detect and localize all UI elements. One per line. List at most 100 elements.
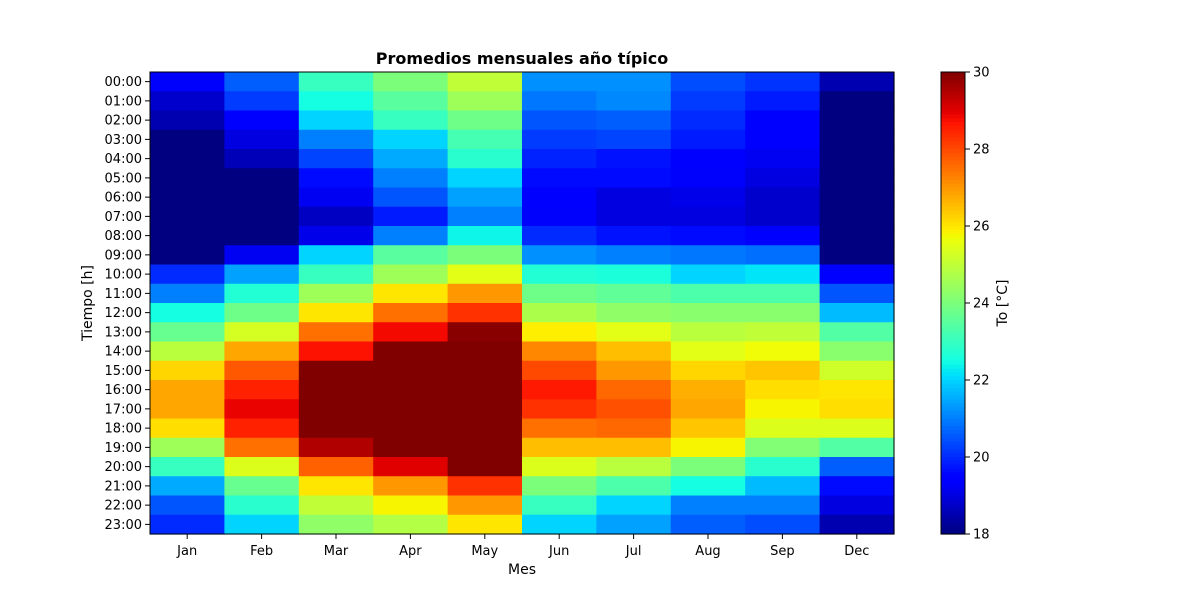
heatmap-cell: [373, 399, 449, 420]
colorbar-segment: [941, 395, 965, 400]
heatmap-cell: [596, 245, 672, 266]
colorbar-segment: [941, 252, 965, 258]
heatmap-cell: [819, 72, 895, 92]
x-tick-label: Jul: [625, 544, 642, 559]
heatmap-cell: [819, 168, 895, 189]
colorbar-segment: [941, 449, 965, 454]
heatmap-cell: [522, 495, 597, 516]
colorbar-segment: [941, 376, 965, 381]
heatmap-cell: [819, 476, 895, 497]
colorbar-segment: [941, 191, 965, 196]
colorbar-segment: [941, 72, 965, 77]
colorbar-segment: [941, 268, 965, 273]
colorbar-segment: [941, 210, 965, 216]
colorbar-segment: [941, 295, 965, 300]
heatmap-cell: [596, 72, 672, 92]
colorbar-segment: [941, 160, 965, 165]
heatmap-cell: [224, 187, 300, 208]
heatmap-cell: [596, 226, 672, 246]
colorbar-segment: [941, 87, 965, 92]
colorbar-segment: [941, 283, 965, 289]
colorbar-segment: [941, 206, 965, 212]
chart-title: Promedios mensuales año típico: [376, 49, 669, 68]
heatmap-cell: [150, 437, 225, 458]
heatmap-cell: [819, 283, 895, 304]
heatmap-cell: [447, 341, 523, 362]
heatmap-cell: [447, 457, 523, 477]
colorbar-segment: [941, 272, 965, 277]
heatmap-cell: [819, 437, 895, 458]
heatmap-cell: [522, 457, 597, 477]
y-tick-label: 09:00: [105, 248, 142, 263]
colorbar-segment: [941, 149, 965, 154]
y-tick-label: 07:00: [105, 210, 142, 225]
heatmap-cell: [224, 149, 300, 169]
heatmap-cell: [819, 264, 895, 285]
colorbar-segment: [941, 106, 965, 112]
colorbar-segment: [941, 472, 965, 477]
heatmap-cell: [819, 360, 895, 381]
heatmap-cell: [819, 514, 895, 535]
y-tick-label: 18:00: [105, 422, 142, 437]
heatmap-cell: [298, 283, 374, 304]
colorbar-segment: [941, 175, 965, 181]
heatmap-cell: [224, 418, 300, 439]
colorbar-segment: [941, 218, 965, 223]
colorbar-segment: [941, 360, 965, 366]
y-tick-label: 15:00: [105, 364, 142, 379]
heatmap-cell: [745, 380, 821, 400]
y-tick-label: 02:00: [105, 114, 142, 129]
heatmap-cell: [596, 149, 672, 169]
heatmap-cell: [373, 341, 449, 362]
colorbar-segment: [941, 468, 965, 473]
heatmap-cell: [745, 399, 821, 420]
colorbar-segment: [941, 222, 965, 227]
heatmap-cell: [298, 360, 374, 381]
heatmap-cell: [819, 226, 895, 246]
colorbar-segment: [941, 353, 965, 358]
colorbar-segment: [941, 499, 965, 504]
heatmap-cell: [745, 495, 821, 516]
colorbar-segment: [941, 372, 965, 377]
heatmap-cell: [670, 476, 746, 497]
heatmap-cell: [373, 418, 449, 439]
heatmap-cell: [150, 226, 225, 246]
colorbar-tick-label: 24: [973, 297, 990, 312]
heatmap-cell: [745, 206, 821, 227]
heatmap-cell: [819, 341, 895, 362]
heatmap-cell: [596, 514, 672, 535]
x-axis: Jan Feb Mar Apr May Jun Jul Aug Sep Dec: [176, 534, 869, 559]
heatmap-cell: [373, 129, 449, 150]
heatmap-cell: [745, 303, 821, 323]
heatmap-cell: [298, 264, 374, 285]
heatmap-cell: [298, 303, 374, 323]
heatmap-cell: [522, 149, 597, 169]
colorbar-segment: [941, 133, 965, 139]
heatmap-cell: [150, 341, 225, 362]
colorbar-segment: [941, 299, 965, 304]
heatmap-cell: [745, 168, 821, 189]
heatmap-cell: [596, 129, 672, 150]
heatmap-cell: [150, 360, 225, 381]
heatmap-cell: [298, 322, 374, 343]
colorbar-segment: [941, 433, 965, 439]
heatmap-cell: [447, 360, 523, 381]
heatmap-cell: [670, 380, 746, 400]
y-tick-label: 23:00: [105, 518, 142, 533]
heatmap-cell: [150, 283, 225, 304]
colorbar-segment: [941, 226, 965, 231]
heatmap-cell: [150, 418, 225, 439]
heatmap-cell: [150, 264, 225, 285]
heatmap-cell: [373, 476, 449, 497]
heatmap-cell: [670, 226, 746, 246]
heatmap-cell: [224, 206, 300, 227]
heatmap-cell: [745, 418, 821, 439]
heatmap-cell: [298, 72, 374, 92]
colorbar-segment: [941, 326, 965, 331]
colorbar-segment: [941, 341, 965, 346]
y-tick-label: 05:00: [105, 171, 142, 186]
heatmap-cell: [745, 476, 821, 497]
colorbar-segment: [941, 137, 965, 142]
colorbar-tick-label: 26: [973, 220, 990, 235]
colorbar-segment: [941, 122, 965, 127]
